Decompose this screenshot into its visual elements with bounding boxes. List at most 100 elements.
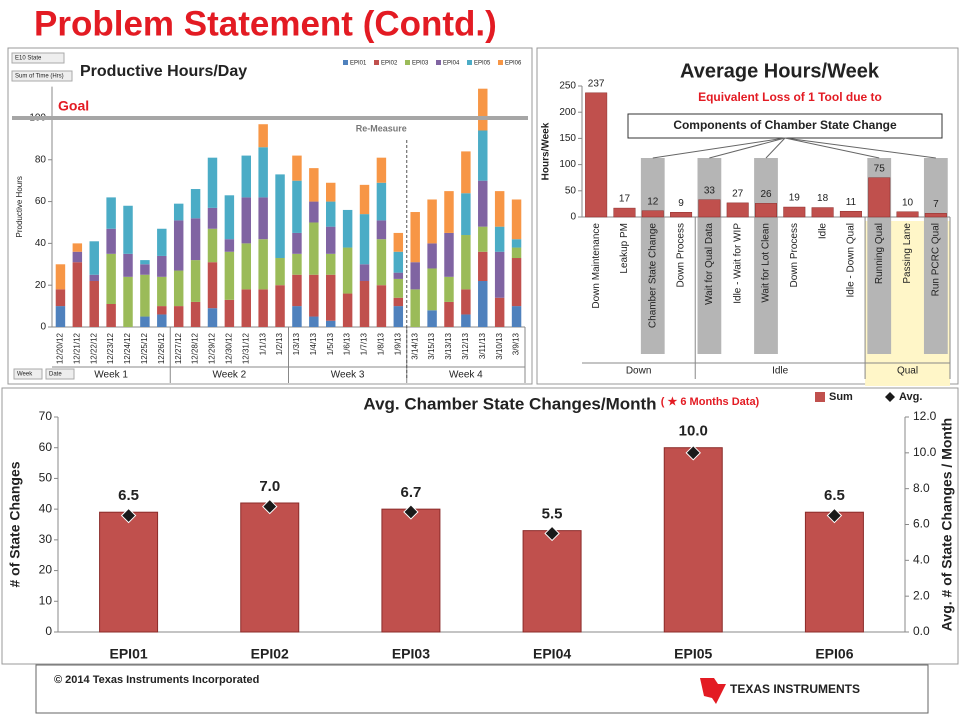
- annotation: ( ★ 6 Months Data): [661, 396, 760, 408]
- legend-swatch: [498, 60, 503, 65]
- bar-segment: [393, 272, 404, 279]
- bar-segment: [106, 228, 116, 254]
- y-tick-label: 0: [570, 212, 576, 223]
- x-tick-label: EPI05: [674, 646, 712, 662]
- bar-segment: [461, 151, 471, 194]
- bar-segment: [258, 197, 268, 240]
- data-label: 33: [704, 185, 716, 196]
- bar-segment: [140, 264, 150, 275]
- button-label[interactable]: Date: [49, 372, 62, 378]
- marker: [826, 507, 843, 524]
- bar-segment: [190, 189, 201, 219]
- button[interactable]: [45, 368, 75, 380]
- x-tick-label: 1/1/13: [258, 332, 267, 355]
- x-tick-label: 12/24/12: [123, 332, 132, 364]
- legend-swatch: [405, 60, 410, 65]
- footer: © 2014 Texas Instruments Incorporated: [54, 674, 259, 686]
- bar-segment: [72, 262, 83, 327]
- y2-tick-label: 12.0: [913, 409, 937, 423]
- bar-segment: [326, 320, 336, 327]
- bar-segment: [478, 88, 488, 131]
- button[interactable]: [13, 368, 43, 380]
- data-label: 11: [846, 197, 857, 208]
- y-tick-label: 20: [39, 563, 53, 577]
- y2-tick-label: 2.0: [913, 588, 930, 602]
- legend-swatch: [815, 392, 825, 402]
- x-tick-label: Idle - Down Qual: [846, 223, 857, 297]
- bar-segment: [444, 232, 454, 277]
- button-label[interactable]: Sum of Time (Hrs): [15, 74, 64, 80]
- x-tick-label: 12/21/12: [72, 332, 81, 364]
- bar-segment: [376, 220, 387, 240]
- bar-segment: [241, 197, 251, 244]
- bar: [754, 203, 778, 218]
- bar-segment: [292, 180, 302, 233]
- bar-segment: [410, 289, 420, 327]
- bar-segment: [309, 316, 319, 327]
- y-tick-label: 100: [559, 159, 576, 170]
- legend-label: Avg.: [899, 391, 922, 403]
- bar-segment: [123, 205, 133, 254]
- annotation: Equivalent Loss of 1 Tool due to: [698, 90, 882, 104]
- x-tick-label: Down Maintenance: [591, 223, 602, 309]
- footer-box: [35, 664, 929, 714]
- button-label[interactable]: E10 State: [15, 56, 42, 62]
- bar-segment: [359, 264, 370, 282]
- bar-segment: [72, 243, 83, 252]
- group-label: Qual: [897, 366, 918, 377]
- bar-segment: [123, 253, 133, 277]
- logo-mark: [700, 678, 726, 704]
- bar-segment: [173, 220, 184, 271]
- bar-segment: [359, 214, 370, 265]
- bar: [839, 210, 862, 218]
- data-label: 18: [817, 193, 829, 204]
- button[interactable]: [11, 52, 65, 64]
- legend-swatch: [885, 392, 895, 402]
- bar-segment: [494, 191, 505, 227]
- bar-segment: [478, 226, 488, 252]
- bar-segment: [258, 289, 268, 327]
- bar: [641, 210, 664, 218]
- bar-segment: [478, 251, 488, 282]
- bar-segment: [326, 274, 336, 321]
- marker: [262, 498, 278, 515]
- bar-segment: [55, 289, 66, 307]
- bar-segment: [494, 297, 505, 327]
- y-tick-label: 40: [35, 238, 47, 249]
- y2-tick-label: 10.0: [913, 445, 937, 459]
- bar-segment: [393, 278, 404, 298]
- data-label: 26: [760, 189, 772, 200]
- data-label: 9: [678, 198, 684, 209]
- x-tick-label: 3/15/13: [427, 332, 436, 359]
- bar-segment: [258, 124, 268, 148]
- x-tick-label: Chamber State Change: [647, 223, 658, 329]
- y-tick-label: 50: [39, 471, 53, 485]
- data-label: 7: [933, 199, 939, 210]
- bar-segment: [275, 174, 285, 259]
- bar-segment: [376, 239, 387, 286]
- bar-segment: [410, 212, 420, 263]
- x-tick-label: 3/12/13: [461, 332, 470, 359]
- bar-segment: [292, 306, 302, 327]
- y2-tick-label: 6.0: [913, 517, 930, 531]
- annotation: Re-Measure: [356, 123, 407, 133]
- y-tick-label: 60: [39, 440, 53, 454]
- bar-segment: [292, 232, 302, 254]
- x-tick-label: 12/23/12: [106, 332, 115, 364]
- button-label[interactable]: Week: [17, 372, 33, 378]
- data-label: 75: [874, 163, 886, 174]
- button[interactable]: [11, 70, 73, 82]
- bar-segment: [106, 197, 116, 229]
- bar-segment: [173, 270, 184, 307]
- bar: [613, 207, 636, 218]
- x-tick-label: Idle - Wait for WIP: [732, 223, 743, 304]
- bar: [585, 92, 608, 218]
- legend-label: EPI04: [443, 61, 460, 67]
- bar-segment: [461, 235, 471, 290]
- bar-segment: [461, 314, 471, 327]
- bar-segment: [55, 264, 66, 290]
- data-label: 10: [902, 197, 914, 208]
- group-label: Week 4: [449, 370, 483, 381]
- x-tick-label: 12/28/12: [191, 332, 200, 364]
- x-tick-label: 3/14/13: [410, 332, 419, 359]
